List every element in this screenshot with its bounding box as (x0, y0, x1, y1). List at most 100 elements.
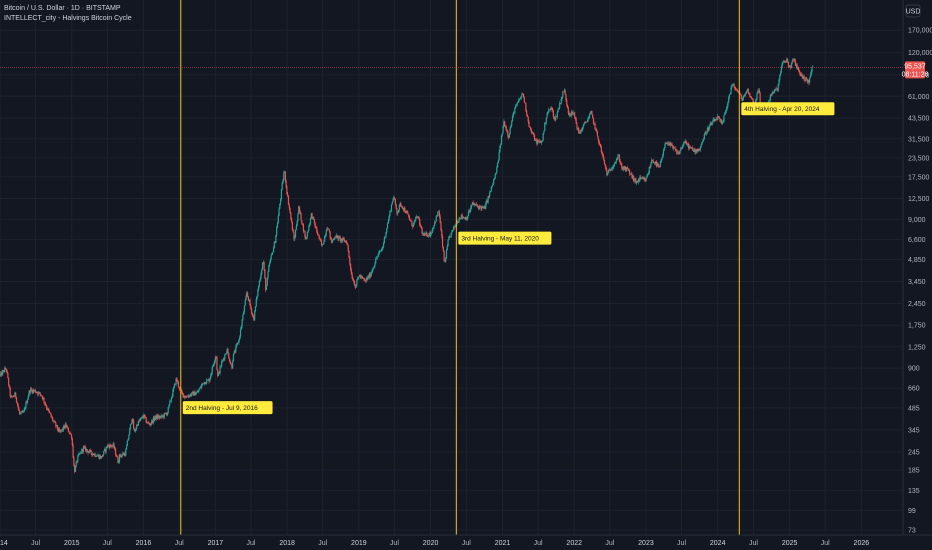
candle-body (105, 446, 107, 452)
candle-body (431, 229, 433, 233)
price-tick-label: 1,250 (908, 344, 926, 351)
candle-body (364, 279, 366, 281)
candle-body (142, 417, 144, 419)
candle-body (215, 356, 217, 358)
candle-body (124, 453, 126, 456)
candle-body (485, 200, 488, 203)
candle-body (727, 102, 729, 107)
candle-body (715, 119, 717, 120)
currency-badge[interactable]: USD (906, 4, 921, 18)
candle-body (354, 285, 356, 288)
candle-body (292, 230, 294, 233)
candle-body (166, 413, 168, 416)
candle-body (0, 374, 1, 376)
candle-body (402, 208, 404, 210)
candle-body (33, 389, 35, 391)
candle-body (478, 206, 480, 209)
halving-label-text: 4th Halving - Apr 20, 2024 (744, 106, 820, 113)
candle-body (327, 228, 329, 230)
candle-body (507, 135, 510, 138)
candle-body (125, 449, 127, 456)
candle-body (404, 207, 406, 212)
candle-body (136, 424, 138, 429)
candle-body (62, 428, 64, 430)
candle-body (411, 221, 413, 226)
candle-body (386, 223, 389, 229)
candle-body (22, 411, 25, 413)
candle-body (649, 166, 651, 168)
candle-body (598, 139, 600, 144)
candle-body (731, 84, 733, 88)
time-tick-label: Jul (605, 540, 614, 547)
candle-body (45, 405, 47, 408)
candle-body (37, 392, 39, 395)
candle-body (165, 413, 167, 414)
price-tick-label: 6,600 (908, 237, 926, 244)
candle-body (122, 453, 124, 456)
candle-body (21, 411, 23, 413)
candle-body (486, 200, 488, 203)
candle-body (379, 251, 381, 253)
candle-body (349, 257, 351, 264)
candle-body (777, 84, 779, 91)
candle-body (72, 444, 74, 458)
symbol-title[interactable]: Bitcoin / U.S. Dollar · 1D · BITSTAMP (4, 5, 121, 12)
candle-body (584, 121, 586, 124)
candle-body (401, 205, 403, 207)
candle-body (610, 168, 613, 171)
candle-body (607, 170, 610, 173)
candle-body (567, 107, 569, 113)
candle-body (274, 241, 276, 243)
candle-body (736, 89, 738, 92)
candle-body (134, 430, 136, 432)
candle-body (497, 160, 499, 164)
indicator-title[interactable]: INTELLECT_city - Halvings Bitcoin Cycle (4, 15, 132, 22)
candle-body (474, 204, 476, 206)
candle-body (222, 359, 224, 361)
candle-body (779, 75, 781, 80)
candle-body (41, 395, 44, 399)
candle-body (603, 156, 605, 160)
candle-body (526, 114, 529, 117)
candle-body (52, 417, 54, 421)
candle-body (577, 127, 579, 129)
price-tick-label: 170,000 (908, 28, 932, 35)
candle-body (232, 353, 235, 362)
candle-body (538, 141, 540, 142)
candle-body (445, 258, 447, 262)
candle-body (744, 94, 746, 96)
candle-body (733, 84, 735, 87)
candle-body (722, 121, 724, 123)
candle-body (465, 217, 467, 220)
candle-body (181, 391, 183, 393)
candle-body (286, 186, 288, 194)
price-tick-label: 485 (908, 405, 920, 412)
candle-body (640, 178, 643, 179)
candle-body (235, 346, 237, 352)
candle-body (723, 115, 725, 122)
candle-body (179, 388, 181, 390)
candle-body (417, 217, 419, 218)
candle-body (695, 149, 697, 153)
candle-body (139, 419, 141, 422)
candle-body (794, 61, 797, 66)
candle-body (100, 456, 103, 459)
candle-body (621, 163, 623, 169)
candle-body (626, 167, 628, 170)
price-axis[interactable] (903, 0, 932, 535)
candle-body (423, 233, 425, 236)
candle-body (80, 452, 82, 454)
candle-body (735, 89, 738, 91)
candle-body (304, 231, 306, 238)
candle-body (67, 426, 69, 428)
candle-body (469, 209, 471, 213)
candle-body (517, 102, 519, 103)
candle-body (547, 112, 549, 114)
candle-body (114, 448, 116, 449)
candle-body (169, 401, 171, 405)
candle-body (365, 278, 367, 281)
time-axis[interactable] (0, 535, 932, 550)
candle-body (12, 396, 14, 398)
candle-body (480, 206, 482, 210)
